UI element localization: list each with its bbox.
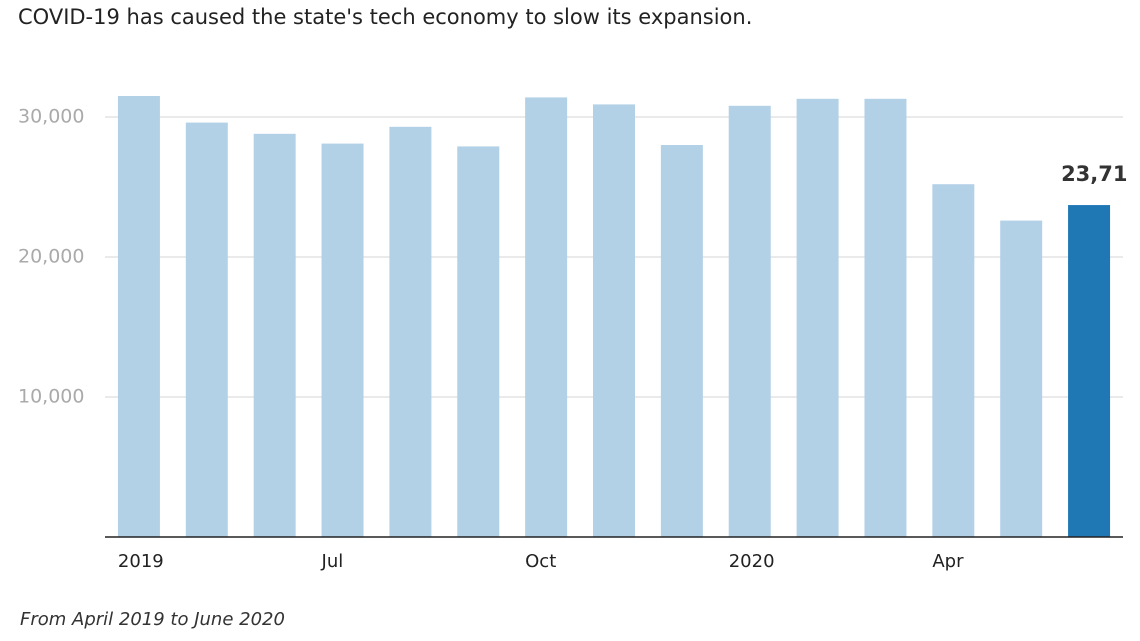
bar — [1068, 205, 1111, 537]
x-tick-label: 2020 — [729, 551, 775, 572]
bar — [796, 98, 839, 538]
bar — [389, 126, 432, 538]
bar — [525, 97, 568, 538]
y-tick-label: 10,000 — [18, 386, 84, 408]
bar — [117, 96, 160, 537]
x-tick-label: Jul — [321, 551, 344, 572]
y-tick-label: 20,000 — [18, 246, 84, 268]
bar — [321, 143, 364, 537]
value-label: 23,71 — [1061, 162, 1127, 186]
x-tick-label: 2019 — [118, 551, 164, 572]
bar — [457, 146, 500, 537]
bar — [253, 133, 296, 538]
bar — [932, 184, 975, 537]
bar — [864, 98, 907, 538]
bar — [728, 105, 771, 538]
bar — [185, 122, 228, 537]
bar — [1000, 220, 1043, 537]
chart-note: From April 2019 to June 2020 — [20, 609, 285, 630]
bar — [660, 145, 703, 537]
chart-title: COVID-19 has caused the state's tech eco… — [18, 5, 752, 29]
x-tick-label: Apr — [932, 551, 964, 572]
y-tick-label: 30,000 — [18, 106, 84, 128]
bar — [593, 104, 635, 538]
x-tick-label: Oct — [525, 551, 556, 572]
